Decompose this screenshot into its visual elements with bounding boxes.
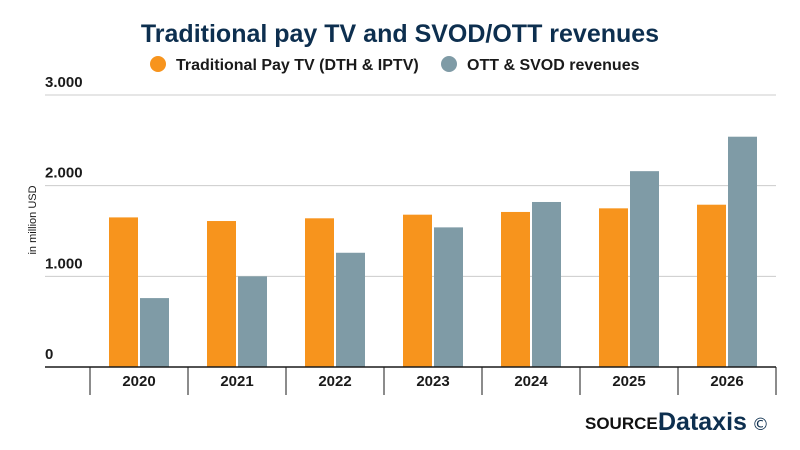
- bar: [728, 136, 757, 367]
- x-axis: 2020 2021 2022 2023 2024 2025 2026: [45, 366, 777, 395]
- bar: [532, 201, 561, 367]
- bar: [403, 214, 432, 367]
- y-tick-label: 0: [45, 346, 53, 363]
- x-tick-label: 2026: [710, 373, 743, 390]
- bar: [336, 252, 365, 367]
- bar: [109, 217, 138, 367]
- y-tick-labels: 0 1.000 2.000 3.000: [45, 74, 83, 363]
- bar: [630, 171, 659, 367]
- bar: [501, 211, 530, 367]
- legend-label: OTT & SVOD revenues: [467, 57, 640, 74]
- legend-marker: [441, 56, 457, 72]
- x-tick-label: 2023: [416, 373, 449, 390]
- bars: [109, 136, 757, 367]
- y-tick-label: 3.000: [45, 74, 83, 91]
- bar: [238, 276, 267, 367]
- bar: [434, 227, 463, 367]
- y-tick-label: 2.000: [45, 165, 83, 182]
- x-tick-label: 2021: [220, 373, 253, 390]
- bar: [305, 218, 334, 367]
- chart-title: Traditional pay TV and SVOD/OTT revenues: [141, 20, 659, 48]
- x-tick-label: 2020: [122, 373, 155, 390]
- legend-marker: [150, 56, 166, 72]
- bar: [697, 204, 726, 367]
- bar: [599, 208, 628, 367]
- x-tick-label: 2024: [514, 373, 548, 390]
- legend-label: Traditional Pay TV (DTH & IPTV): [176, 57, 419, 74]
- bar: [207, 221, 236, 367]
- x-tick-label: 2022: [318, 373, 351, 390]
- source-footer: SOURCE: Dataxis ©: [585, 408, 769, 436]
- brand-logo-text: Dataxis: [658, 408, 747, 436]
- y-tick-label: 1.000: [45, 255, 83, 272]
- x-tick-label: 2025: [612, 373, 645, 390]
- source-label: SOURCE:: [585, 414, 663, 433]
- bar: [140, 298, 169, 367]
- copyright-symbol: ©: [752, 415, 769, 435]
- y-axis-label: in million USD: [27, 185, 39, 254]
- legend: Traditional Pay TV (DTH & IPTV) OTT & SVO…: [150, 56, 640, 74]
